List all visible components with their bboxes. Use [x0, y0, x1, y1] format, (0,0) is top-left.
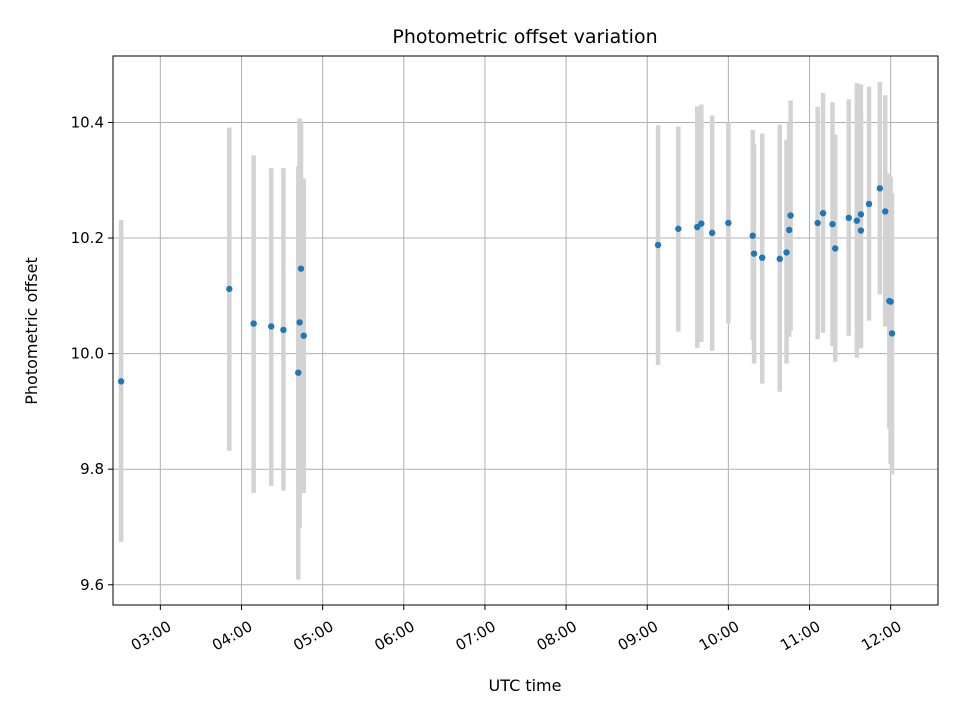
data-point: [829, 220, 836, 228]
x-axis-title: UTC time: [489, 676, 562, 695]
data-point: [654, 241, 662, 249]
data-point: [887, 298, 894, 305]
y-tick-label: 9.8: [80, 460, 104, 478]
y-tick-label: 9.6: [80, 576, 104, 594]
data-point: [783, 249, 790, 256]
y-axis-title: Photometric offset: [22, 257, 41, 405]
data-point: [226, 285, 233, 293]
data-points: [117, 185, 896, 385]
data-point: [280, 326, 287, 334]
data-point: [882, 208, 889, 215]
data-point: [750, 250, 758, 257]
chart-title: Photometric offset variation: [392, 26, 657, 48]
data-point: [296, 319, 303, 326]
data-point: [853, 217, 861, 224]
data-point: [786, 226, 793, 234]
y-tick-label: 10.4: [71, 113, 104, 131]
data-point: [814, 219, 821, 227]
data-point: [725, 219, 732, 227]
data-point: [268, 323, 275, 330]
data-point: [876, 185, 884, 192]
data-point: [857, 227, 865, 234]
y-axis: 9.6 9.8 10.0 10.2 10.4: [71, 113, 113, 594]
data-point: [117, 378, 125, 385]
data-point: [300, 332, 307, 339]
data-point: [888, 330, 896, 337]
y-tick-label: 10.0: [71, 345, 104, 363]
plot-frame: [112, 55, 939, 606]
data-point: [749, 232, 756, 239]
y-tick-label: 10.2: [71, 229, 104, 247]
data-point: [708, 229, 716, 237]
data-point: [675, 225, 682, 232]
data-point: [758, 254, 766, 261]
data-point: [297, 265, 305, 272]
data-point: [250, 320, 257, 327]
data-point: [698, 220, 705, 227]
data-point: [832, 245, 839, 252]
data-point: [845, 214, 852, 222]
data-point: [776, 255, 783, 263]
data-point: [787, 212, 794, 219]
data-point: [295, 369, 302, 376]
data-point: [865, 200, 873, 208]
data-point: [819, 209, 827, 217]
data-point: [857, 211, 865, 218]
